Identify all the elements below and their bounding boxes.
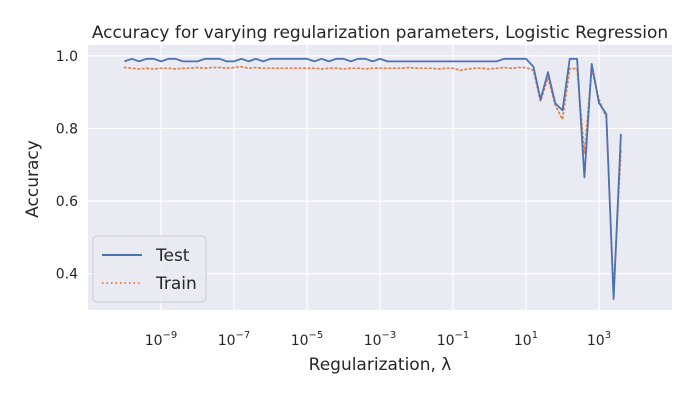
legend-box <box>92 235 207 303</box>
legend-label-train: Train <box>155 274 197 294</box>
y-tick-label: 0.6 <box>56 194 78 210</box>
y-tick-label: 0.4 <box>56 267 78 283</box>
x-tick-label: 10−1 <box>437 330 470 349</box>
x-axis-label: Regularization, λ <box>309 355 452 375</box>
y-ticks: 0.4 0.6 0.8 1.0 <box>56 49 78 283</box>
y-tick-label: 1.0 <box>56 49 78 65</box>
series-test-line <box>124 57 622 301</box>
series-layer <box>123 57 622 301</box>
legend: Test Train <box>92 235 207 303</box>
y-tick-label: 0.8 <box>56 121 78 137</box>
grid <box>88 45 672 310</box>
x-tick-label: 10−5 <box>291 330 324 349</box>
x-tick-label: 10−3 <box>364 330 397 349</box>
x-tick-label: 101 <box>514 330 538 349</box>
y-axis-label: Accuracy <box>23 140 43 218</box>
x-tick-label: 103 <box>587 330 611 349</box>
chart-title: Accuracy for varying regularization para… <box>92 23 668 43</box>
legend-label-test: Test <box>155 246 190 266</box>
x-tick-label: 10−7 <box>218 330 251 349</box>
x-ticks: 10−9 10−7 10−5 10−3 10−1 101 103 <box>145 330 611 349</box>
x-tick-label: 10−9 <box>145 330 178 349</box>
